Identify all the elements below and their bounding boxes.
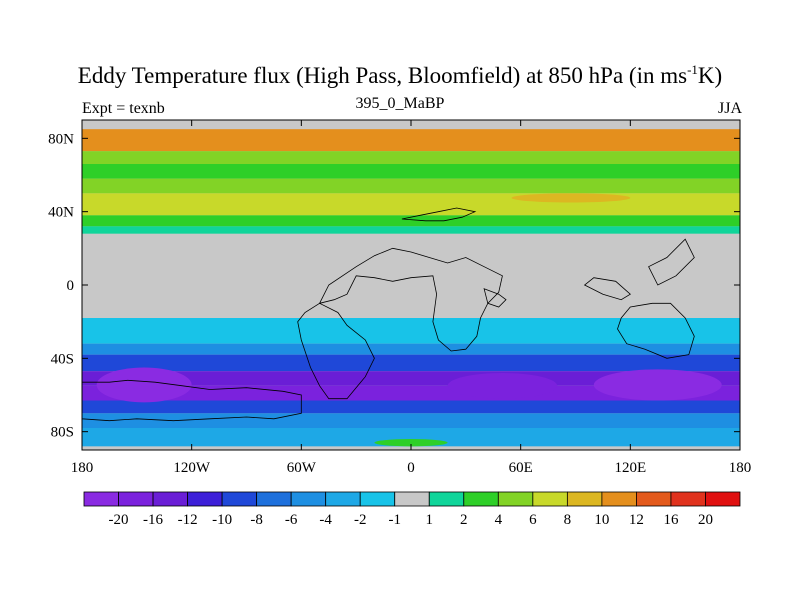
colorbar-label: -10 [212,512,232,528]
field-band [82,215,740,227]
land-outline [318,247,503,352]
colorbar-label: 2 [460,512,468,528]
colorbar-swatch [670,491,706,507]
colorbar-label: -4 [319,512,332,528]
field-band [82,129,740,152]
colorbar-label: 8 [564,512,572,528]
colorbar-swatch [325,491,361,507]
field-band [82,178,740,194]
field-band [82,193,740,216]
colorbar-swatch [636,491,672,507]
colorbar-label: 10 [594,512,609,528]
plot-title: Eddy Temperature flux (High Pass, Bloomf… [77,62,723,88]
x-tick-label: 0 [407,460,415,476]
field-blob [96,367,192,403]
y-tick-label: 0 [67,278,75,294]
field-band [82,151,740,164]
colorbar-swatch [566,491,603,507]
colorbar-label: -2 [354,512,367,528]
colorbar-swatch [359,491,396,507]
season-label: JJA [717,100,742,117]
y-axis: 80N 40N 0 40S 80S [48,131,740,441]
colorbar-swatch [532,491,568,507]
land-outline [617,302,695,359]
colorbar: -20 -16 -12 -10 -8 -6 -4 -2 -1 1 2 4 6 8 10 12 16 20 [83,491,741,528]
land-outline [401,207,477,222]
field-band [82,343,740,355]
period-label: 395_0_MaBP [355,95,445,112]
colorbar-label: 6 [529,512,537,528]
field-blob [593,369,722,401]
colorbar-swatch [256,491,292,507]
colorbar-swatch [428,491,465,507]
colorbar-label: 1 [426,512,434,528]
colorbar-label: 20 [698,512,713,528]
colorbar-label: -1 [388,512,401,528]
colorbar-swatch [118,491,154,507]
field-band [82,428,740,447]
y-tick-label: 40S [51,351,74,367]
field-band [82,318,740,344]
colorbar-swatch [152,491,188,507]
x-tick-label: 60W [287,460,317,476]
land-outline [82,379,302,422]
field-band [82,354,740,372]
field-band [82,385,740,401]
contour-field [82,120,740,450]
x-tick-label: 60E [509,460,533,476]
colorbar-label: 4 [495,512,503,528]
field-band [82,164,740,179]
land-outlines [82,207,695,422]
field-band [82,371,740,386]
colorbar-label: -8 [250,512,263,528]
y-tick-label: 80S [51,425,74,441]
colorbar-label: 12 [629,512,644,528]
x-tick-label: 120E [614,460,646,476]
experiment-label: Expt = texnb [82,100,165,117]
field-blob [447,373,558,399]
x-axis: 180 120W 60W 0 60E 120E 180 [71,120,752,476]
land-outline [648,238,695,286]
field-band [82,400,740,414]
field-blob [374,439,448,447]
land-outline [297,302,375,400]
colorbar-label: -12 [178,512,198,528]
colorbar-swatch [463,491,499,507]
colorbar-swatch [394,491,430,507]
colorbar-label: -6 [285,512,298,528]
colorbar-label: 16 [663,512,679,528]
colorbar-swatch [601,491,637,507]
colorbar-swatch [187,491,223,507]
colorbar-label: -20 [109,512,129,528]
colorbar-swatch [497,491,534,507]
colorbar-swatch [221,491,258,507]
land-outline [583,277,631,301]
colorbar-swatch [83,491,119,507]
y-tick-label: 80N [48,131,74,147]
x-tick-label: 120W [173,460,211,476]
x-tick-label: 180 [71,460,94,476]
field-band [82,226,740,234]
y-tick-label: 40N [48,205,74,221]
colorbar-label: -16 [143,512,163,528]
field-blob [511,193,631,203]
land-outline [483,288,507,308]
x-tick-label: 180 [729,460,752,476]
colorbar-swatch [290,491,327,507]
colorbar-swatch [705,491,741,507]
